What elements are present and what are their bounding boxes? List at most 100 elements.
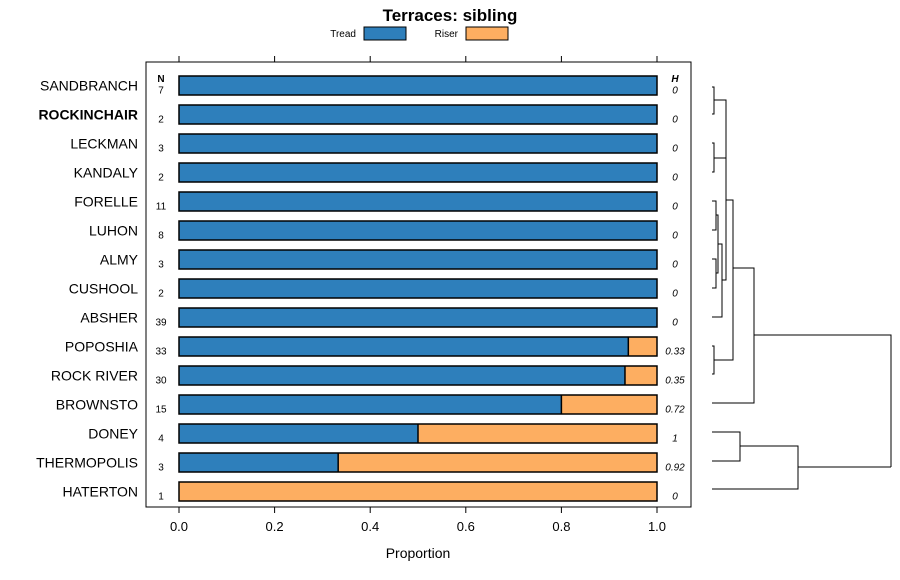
n-value: 7 <box>158 86 164 97</box>
bar-segment-riser <box>561 395 657 414</box>
h-value: 0 <box>672 144 678 155</box>
bar-segment-tread <box>179 250 657 269</box>
h-value: 0 <box>672 318 678 329</box>
legend-swatch-tread <box>363 26 407 41</box>
h-value: 0 <box>672 260 678 271</box>
legend-swatch-riser <box>465 26 509 41</box>
x-tick-label: 0.6 <box>457 519 475 534</box>
h-value: 1 <box>672 434 678 445</box>
h-value: 0 <box>672 86 678 97</box>
legend: Tread Riser <box>330 26 509 41</box>
x-tick-label: 1.0 <box>648 519 666 534</box>
bar-outline <box>178 336 658 357</box>
category-label: KANDALY <box>74 165 139 181</box>
x-axis-label: Proportion <box>386 545 451 561</box>
bar-segment-tread <box>179 163 657 182</box>
n-column-header: N <box>157 74 164 85</box>
category-label: BROWNSTO <box>56 397 138 413</box>
bar-outline <box>178 452 658 473</box>
category-label: ABSHER <box>80 310 138 326</box>
legend-label-tread: Tread <box>330 29 356 40</box>
n-value: 8 <box>158 231 164 242</box>
h-column-header: H <box>671 74 679 85</box>
h-value: 0 <box>672 289 678 300</box>
n-value: 3 <box>158 260 164 271</box>
bar-outline <box>178 278 658 299</box>
category-label: POPOSHIA <box>65 339 139 355</box>
h-value: 0.92 <box>665 463 685 474</box>
legend-label-riser: Riser <box>435 29 459 40</box>
bar-outline <box>178 75 658 96</box>
category-label: SANDBRANCH <box>40 78 138 94</box>
chart-title: Terraces: sibling <box>383 6 518 25</box>
n-value: 15 <box>155 405 167 416</box>
x-tick-label: 0.0 <box>170 519 188 534</box>
category-label: ALMY <box>100 252 139 268</box>
bar-segment-tread <box>179 192 657 211</box>
bar-outline <box>178 365 658 386</box>
n-value: 11 <box>156 202 167 213</box>
n-value: 1 <box>158 492 164 503</box>
bar-segment-tread <box>179 424 418 443</box>
h-value: 0.35 <box>665 376 685 387</box>
bar-segment-tread <box>179 395 562 414</box>
bar-outline <box>178 481 658 502</box>
x-axis: 0.0 0.2 0.4 0.6 0.8 1.0 <box>170 56 666 534</box>
h-value: 0.72 <box>665 405 685 416</box>
bar-segment-tread <box>179 366 625 385</box>
n-value: 4 <box>158 434 164 445</box>
bar-segment-riser <box>418 424 657 443</box>
bar-outline <box>178 249 658 270</box>
bar-outline <box>178 104 658 125</box>
h-value: 0.33 <box>665 347 685 358</box>
dendrogram <box>712 86 892 490</box>
n-value: 3 <box>158 144 164 155</box>
n-value: 33 <box>155 347 167 358</box>
bar-segment-tread <box>179 76 657 95</box>
n-value: 39 <box>155 318 167 329</box>
bar-outline <box>178 162 658 183</box>
x-tick-label: 0.8 <box>552 519 570 534</box>
bar-outline <box>178 394 658 415</box>
x-tick-label: 0.2 <box>266 519 284 534</box>
h-value: 0 <box>672 231 678 242</box>
bar-segment-riser <box>179 482 657 501</box>
bar-outline <box>178 307 658 328</box>
category-label: ROCK RIVER <box>51 368 138 384</box>
bar-outline <box>178 191 658 212</box>
category-label: DONEY <box>88 426 138 442</box>
bar-segment-riser <box>338 453 657 472</box>
n-value: 2 <box>158 289 164 300</box>
n-value: 3 <box>158 463 164 474</box>
plot-panel <box>145 61 692 508</box>
bar-segment-tread <box>179 105 657 124</box>
bar-segment-riser <box>624 366 657 385</box>
category-label: FORELLE <box>74 194 138 210</box>
bar-segment-tread <box>179 134 657 153</box>
bar-segment-tread <box>179 221 657 240</box>
x-tick-label: 0.4 <box>361 519 379 534</box>
bar-outline <box>178 423 658 444</box>
category-label: HATERTON <box>63 484 138 500</box>
bar-segment-tread <box>179 337 629 356</box>
bar-segment-riser <box>628 337 657 356</box>
bar-segment-tread <box>179 308 657 327</box>
n-value: 30 <box>155 376 167 387</box>
bar-segment-tread <box>179 453 339 472</box>
category-label: LECKMAN <box>70 136 138 152</box>
h-value: 0 <box>672 173 678 184</box>
category-label: LUHON <box>89 223 138 239</box>
n-value: 2 <box>158 115 164 126</box>
bar-outline <box>178 220 658 241</box>
bar-outline <box>178 133 658 154</box>
category-label: ROCKINCHAIR <box>38 107 138 123</box>
h-value: 0 <box>672 492 678 503</box>
category-label: CUSHOOL <box>69 281 138 297</box>
n-value: 2 <box>158 173 164 184</box>
h-value: 0 <box>672 202 678 213</box>
h-value: 0 <box>672 115 678 126</box>
bar-segment-tread <box>179 279 657 298</box>
category-label: THERMOPOLIS <box>36 455 138 471</box>
